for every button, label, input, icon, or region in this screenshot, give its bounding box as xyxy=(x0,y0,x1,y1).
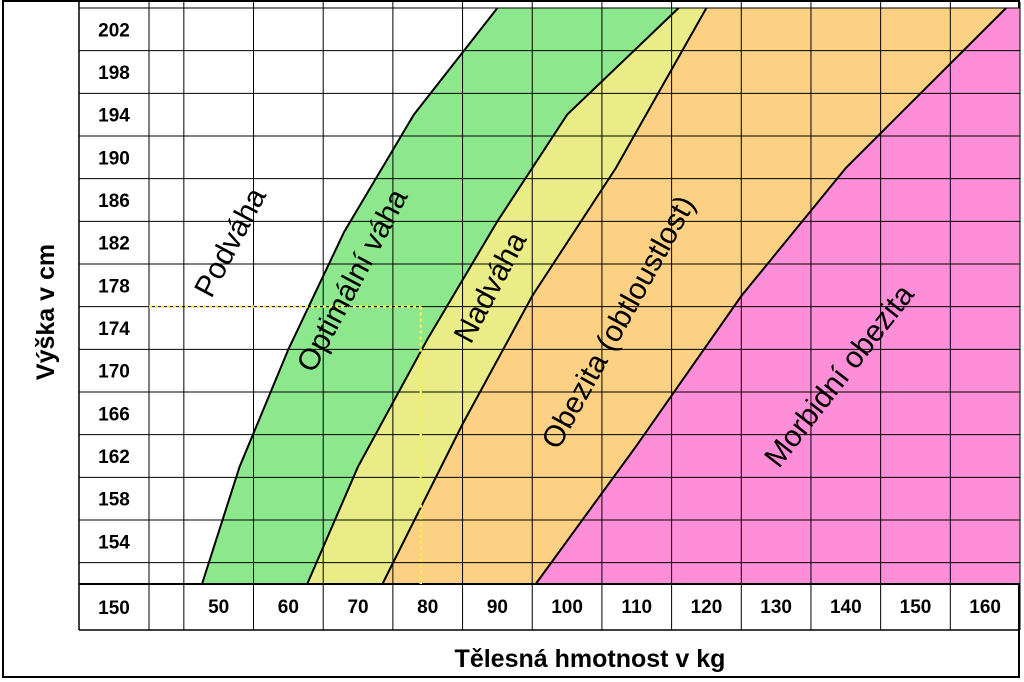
x-tick-label: 100 xyxy=(551,597,583,618)
x-tick-label: 110 xyxy=(621,597,652,618)
y-tick-label: 194 xyxy=(98,106,130,127)
y-tick-label: 198 xyxy=(98,63,130,84)
x-tick-label: 160 xyxy=(969,597,1001,618)
y-tick-label: 190 xyxy=(98,148,130,169)
highlight-guide xyxy=(149,305,423,584)
x-tick-labels: 50 60 70 80 90 100 110 120 130 140 150 160 xyxy=(208,597,1001,618)
boundary-line-1 xyxy=(201,7,499,585)
y-tick-label: 174 xyxy=(98,319,130,340)
zone-fills xyxy=(149,8,1020,584)
x-axis-title: Tělesná hmotnost v kg xyxy=(455,645,726,673)
boundary-line-3 xyxy=(381,7,708,585)
x-tick-label: 120 xyxy=(691,597,723,618)
zone-morbid-fill xyxy=(535,8,1020,584)
y-tick-label: 202 xyxy=(98,20,130,41)
y-tick-labels: 202 198 194 190 186 182 178 174 170 166 162 158 154 1… xyxy=(98,20,130,619)
zone-overweight-fill xyxy=(307,8,707,584)
y-tick-label: 170 xyxy=(98,362,130,383)
x-tick-label: 90 xyxy=(487,597,508,618)
zone-optimal-fill xyxy=(202,8,679,584)
zone-obesity-fill xyxy=(382,8,1007,584)
y-tick-label: 182 xyxy=(98,234,130,255)
y-tick-label: 178 xyxy=(98,276,130,297)
zone-underweight-fill xyxy=(149,8,498,584)
x-tick-label: 50 xyxy=(208,597,229,618)
boundary-line-4 xyxy=(534,7,1007,585)
y-tick-label: 150 xyxy=(98,598,130,619)
x-tick-label: 60 xyxy=(278,597,299,618)
x-tick-label: 150 xyxy=(900,597,932,618)
x-tick-label: 130 xyxy=(760,597,792,618)
boundary-line-2 xyxy=(306,7,680,585)
y-axis-title: Výška v cm xyxy=(32,244,60,380)
y-tick-label: 166 xyxy=(98,404,130,425)
x-tick-label: 80 xyxy=(417,597,438,618)
bmi-chart: Podváha Optimální váha Nadváha Obezita (obt… xyxy=(32,2,1021,673)
y-tick-label: 158 xyxy=(98,490,130,511)
y-tick-label: 154 xyxy=(98,532,130,553)
grid xyxy=(78,2,1021,631)
x-tick-label: 140 xyxy=(830,597,862,618)
zone-boundaries xyxy=(201,7,1007,585)
x-tick-label: 70 xyxy=(347,597,368,618)
y-tick-label: 186 xyxy=(98,191,130,212)
y-tick-label: 162 xyxy=(98,447,130,468)
